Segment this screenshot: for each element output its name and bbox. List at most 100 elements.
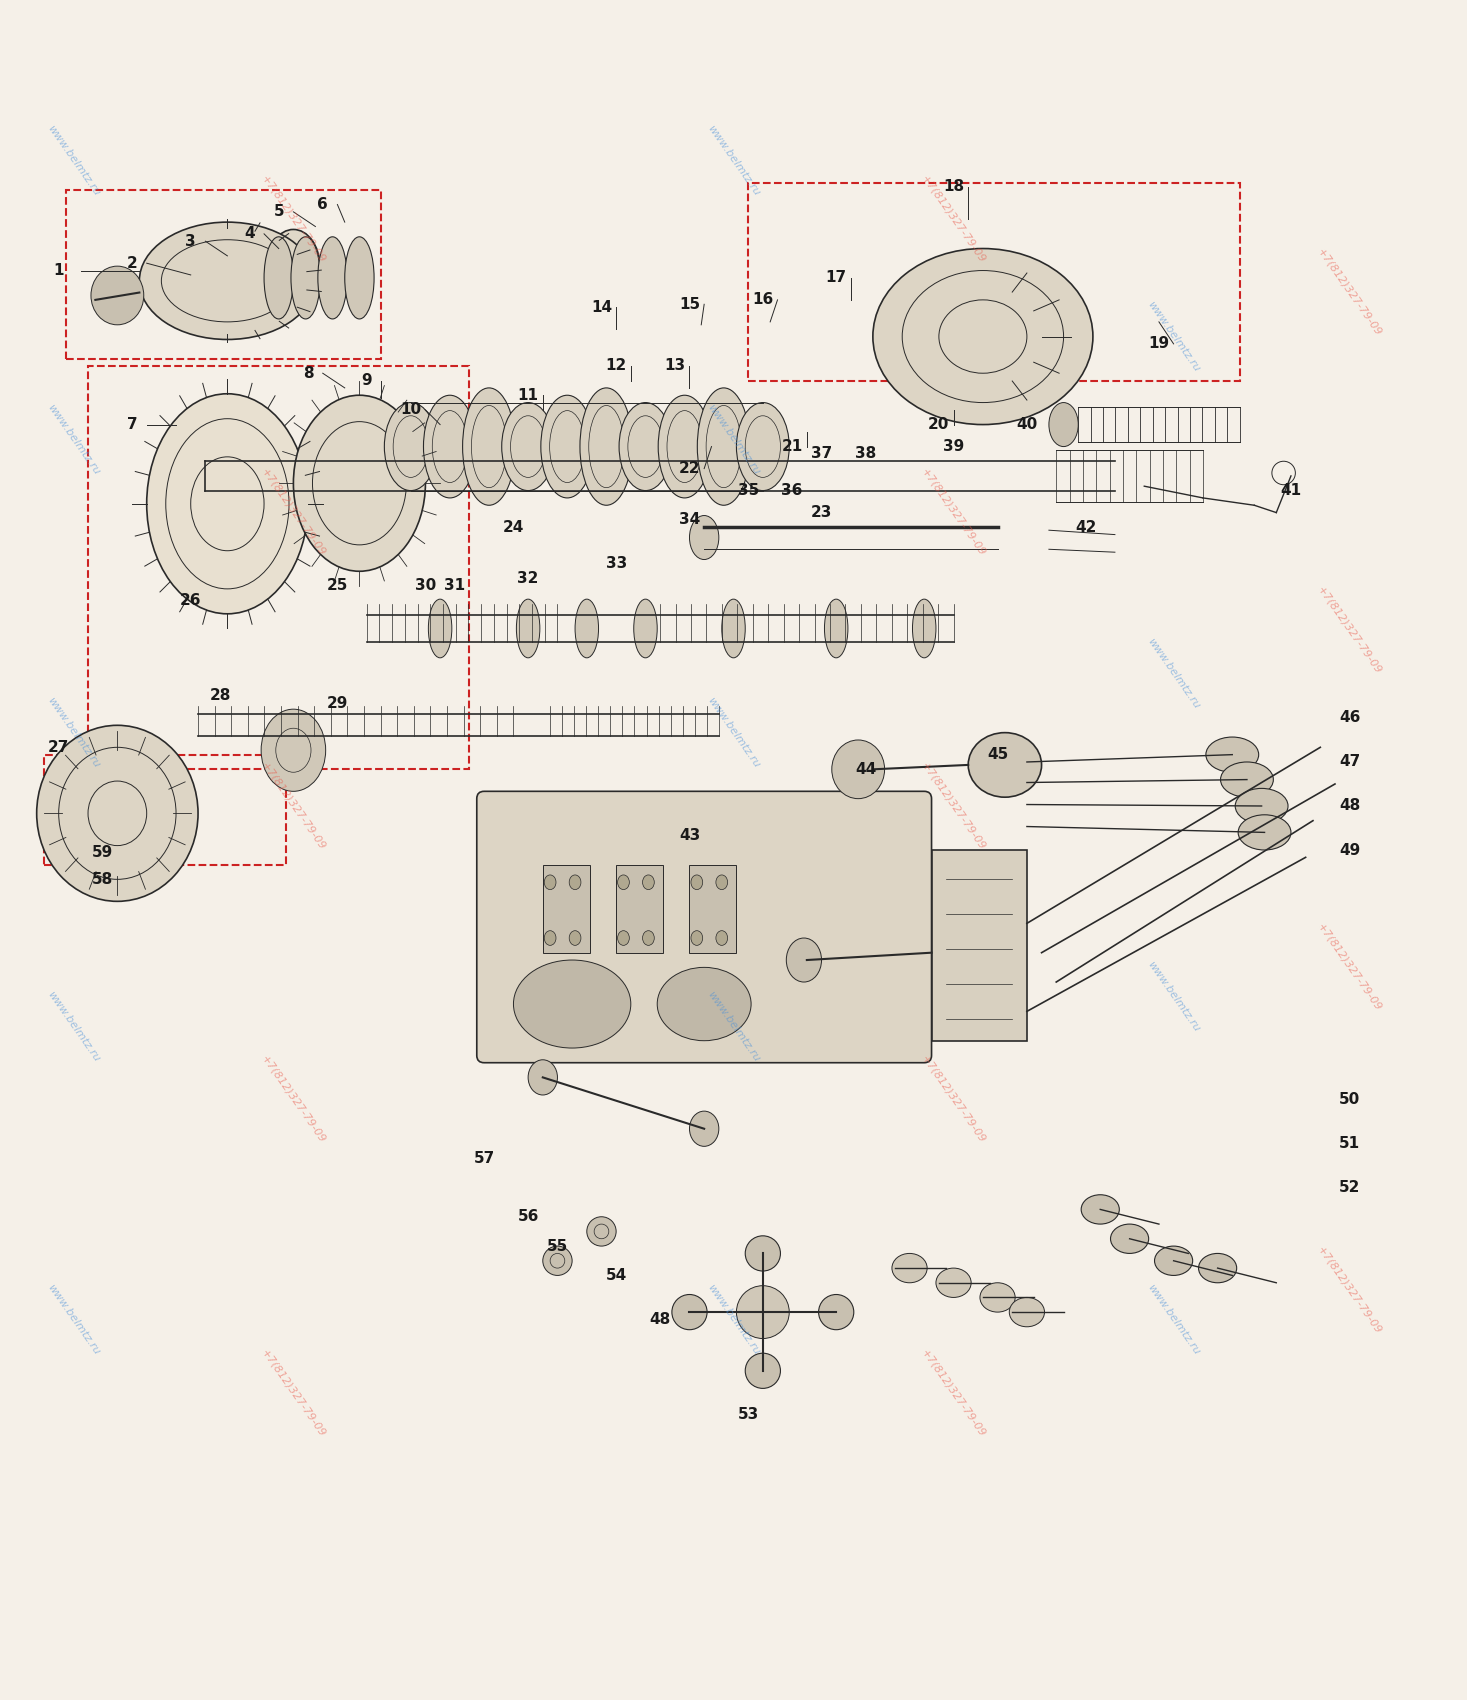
Text: 18: 18 — [943, 180, 964, 194]
Text: www.belmtz.ru: www.belmtz.ru — [45, 403, 101, 476]
Ellipse shape — [1221, 762, 1273, 797]
Ellipse shape — [824, 598, 848, 658]
Text: 32: 32 — [518, 571, 538, 586]
Ellipse shape — [1206, 738, 1259, 772]
Text: 13: 13 — [665, 359, 685, 374]
Text: 5: 5 — [273, 204, 285, 219]
Text: 33: 33 — [606, 556, 626, 571]
Text: 16: 16 — [753, 292, 773, 308]
Ellipse shape — [502, 403, 555, 491]
Text: 11: 11 — [518, 388, 538, 403]
Text: +7(812)327-79-09: +7(812)327-79-09 — [260, 1054, 327, 1146]
Ellipse shape — [513, 960, 631, 1047]
Text: www.belmtz.ru: www.belmtz.ru — [45, 695, 101, 770]
Ellipse shape — [873, 248, 1093, 425]
Text: 42: 42 — [1075, 520, 1096, 536]
Text: www.belmtz.ru: www.belmtz.ru — [45, 989, 101, 1062]
Text: +7(812)327-79-09: +7(812)327-79-09 — [1316, 246, 1383, 338]
Bar — [932, 850, 1027, 1040]
Text: 24: 24 — [503, 520, 524, 536]
Text: www.belmtz.ru: www.belmtz.ru — [45, 124, 101, 197]
Text: +7(812)327-79-09: +7(812)327-79-09 — [920, 468, 987, 558]
Ellipse shape — [139, 223, 315, 340]
Ellipse shape — [689, 1112, 719, 1146]
Text: 54: 54 — [606, 1268, 626, 1284]
Text: www.belmtz.ru: www.belmtz.ru — [45, 1282, 101, 1357]
Ellipse shape — [528, 1059, 557, 1095]
Ellipse shape — [968, 733, 1042, 797]
Text: 55: 55 — [547, 1239, 568, 1253]
Text: +7(812)327-79-09: +7(812)327-79-09 — [260, 468, 327, 558]
Text: 41: 41 — [1281, 483, 1301, 498]
Text: 26: 26 — [180, 593, 201, 609]
Text: 4: 4 — [244, 226, 255, 241]
Text: 21: 21 — [782, 439, 802, 454]
Text: 19: 19 — [1149, 337, 1169, 352]
Ellipse shape — [912, 598, 936, 658]
Ellipse shape — [618, 876, 629, 889]
Ellipse shape — [37, 726, 198, 901]
Ellipse shape — [832, 740, 885, 799]
Ellipse shape — [424, 394, 477, 498]
Ellipse shape — [1009, 1297, 1045, 1326]
Text: 7: 7 — [126, 416, 138, 432]
Text: 46: 46 — [1339, 711, 1360, 726]
Bar — [689, 865, 736, 952]
Text: 45: 45 — [987, 746, 1008, 762]
Ellipse shape — [569, 876, 581, 889]
Text: 15: 15 — [679, 298, 700, 311]
Ellipse shape — [157, 241, 210, 314]
Text: 22: 22 — [679, 461, 700, 476]
Text: www.belmtz.ru: www.belmtz.ru — [1146, 638, 1201, 711]
Text: 57: 57 — [474, 1151, 494, 1166]
Text: +7(812)327-79-09: +7(812)327-79-09 — [920, 1054, 987, 1146]
Ellipse shape — [643, 930, 654, 945]
Text: +7(812)327-79-09: +7(812)327-79-09 — [1316, 921, 1383, 1013]
Text: www.belmtz.ru: www.belmtz.ru — [1146, 299, 1201, 374]
Text: 10: 10 — [400, 403, 421, 418]
Text: 44: 44 — [855, 762, 876, 777]
Text: 58: 58 — [92, 872, 113, 887]
Text: 52: 52 — [1339, 1180, 1360, 1195]
Ellipse shape — [230, 235, 283, 308]
Text: 48: 48 — [650, 1312, 670, 1328]
Text: 8: 8 — [302, 366, 314, 381]
Ellipse shape — [672, 1294, 707, 1329]
Text: +7(812)327-79-09: +7(812)327-79-09 — [1316, 585, 1383, 675]
Ellipse shape — [290, 236, 320, 320]
Ellipse shape — [587, 1217, 616, 1246]
Ellipse shape — [345, 236, 374, 320]
Ellipse shape — [936, 1268, 971, 1297]
Text: www.belmtz.ru: www.belmtz.ru — [706, 989, 761, 1062]
Ellipse shape — [1049, 403, 1078, 447]
Text: 59: 59 — [92, 845, 113, 860]
Text: 40: 40 — [1017, 416, 1037, 432]
Text: www.belmtz.ru: www.belmtz.ru — [1146, 1282, 1201, 1357]
Ellipse shape — [544, 876, 556, 889]
Ellipse shape — [318, 236, 348, 320]
Ellipse shape — [1081, 1195, 1119, 1224]
Text: +7(812)327-79-09: +7(812)327-79-09 — [920, 760, 987, 852]
Ellipse shape — [384, 403, 437, 491]
Text: 47: 47 — [1339, 755, 1360, 770]
Text: 35: 35 — [738, 483, 758, 498]
Text: www.belmtz.ru: www.belmtz.ru — [706, 1282, 761, 1357]
Ellipse shape — [267, 230, 320, 303]
Ellipse shape — [722, 598, 745, 658]
Text: 43: 43 — [679, 828, 700, 843]
Ellipse shape — [689, 515, 719, 559]
Text: 25: 25 — [327, 578, 348, 593]
Text: 23: 23 — [811, 505, 832, 520]
Text: 6: 6 — [317, 197, 329, 212]
Ellipse shape — [643, 876, 654, 889]
Ellipse shape — [618, 930, 629, 945]
Ellipse shape — [892, 1253, 927, 1284]
Text: 50: 50 — [1339, 1091, 1360, 1107]
Text: 27: 27 — [48, 740, 69, 755]
Ellipse shape — [428, 598, 452, 658]
Text: 2: 2 — [126, 255, 138, 270]
Text: 12: 12 — [606, 359, 626, 374]
Ellipse shape — [1235, 789, 1288, 823]
Bar — [616, 865, 663, 952]
Ellipse shape — [659, 394, 711, 498]
